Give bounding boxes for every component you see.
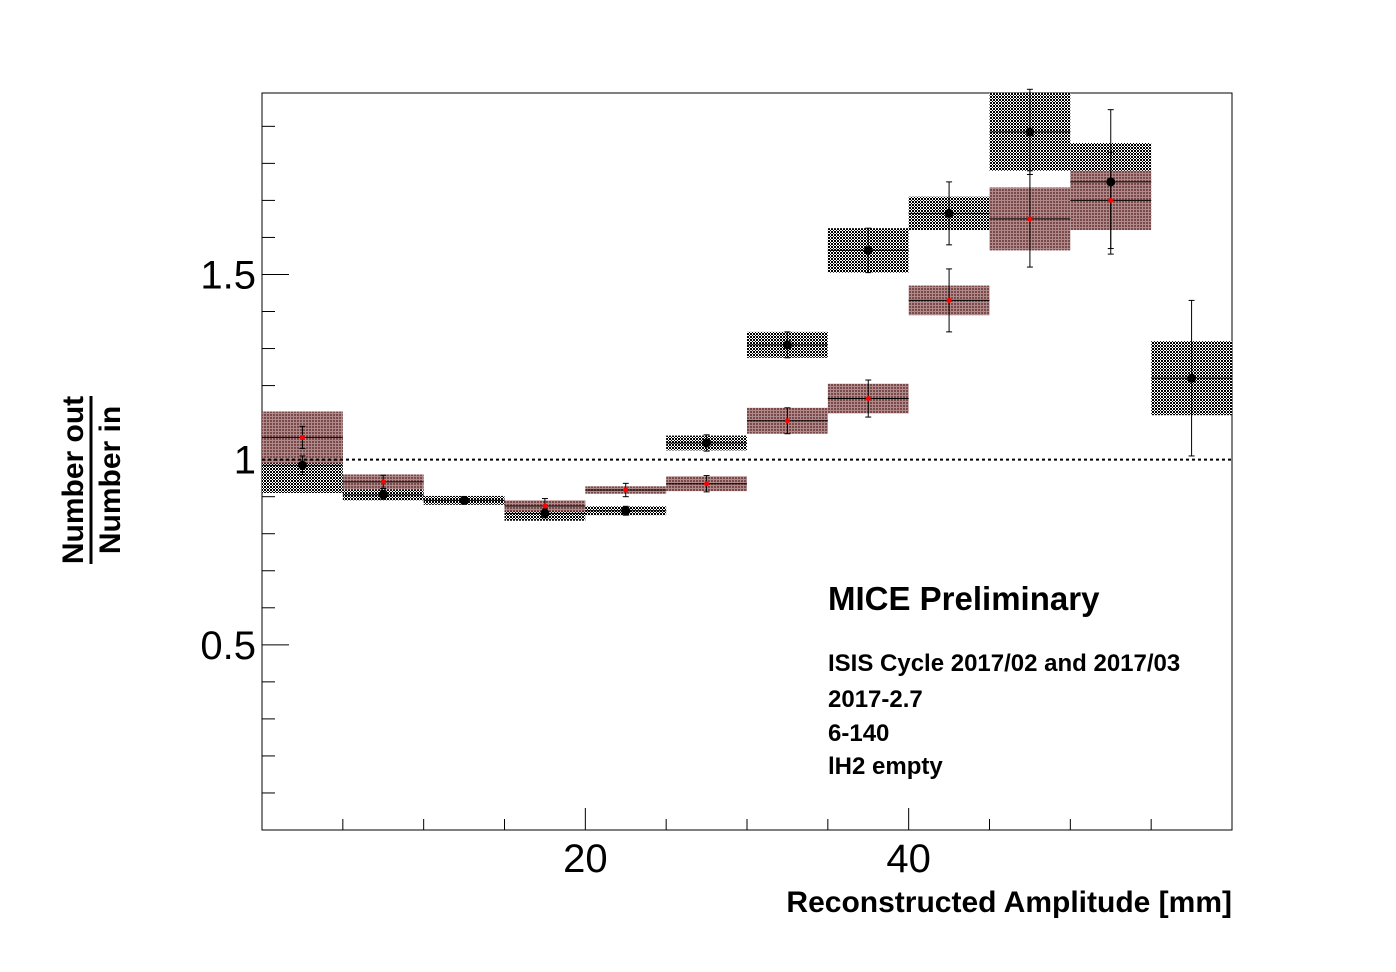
- black-data-point: [1025, 127, 1035, 137]
- annotation-line-1: ISIS Cycle 2017/02 and 2017/03: [828, 650, 1180, 677]
- red-data-point: [865, 396, 871, 402]
- y-tick-label: 0.5: [200, 624, 256, 668]
- black-data-point: [863, 245, 873, 255]
- y-axis-title-denominator: Number in: [94, 406, 127, 554]
- y-axis-title: Number out Number in: [57, 396, 127, 564]
- red-data-point: [784, 418, 790, 424]
- black-data-point: [297, 460, 307, 470]
- black-data-point: [944, 208, 954, 218]
- annotation-line-3: 6-140: [828, 720, 889, 747]
- black-data-point: [782, 340, 792, 350]
- y-tick-label: 1.5: [200, 253, 256, 297]
- black-data-point: [1106, 177, 1116, 187]
- annotation-line-2: 2017-2.7: [828, 686, 923, 713]
- red-data-point: [623, 487, 629, 493]
- black-data-point: [540, 508, 550, 518]
- black-data-point: [621, 506, 631, 516]
- x-tick-label: 40: [886, 837, 931, 881]
- black-data-point: [1187, 373, 1197, 383]
- red-data-point: [1108, 197, 1114, 203]
- red-data-point: [299, 434, 305, 440]
- x-tick-label: 20: [563, 837, 608, 881]
- red-data-point: [1027, 216, 1033, 222]
- red-data-point: [380, 479, 386, 485]
- red-data-point: [946, 297, 952, 303]
- annotation-line-4: lH2 empty: [828, 753, 943, 780]
- y-axis-title-numerator: Number out: [57, 396, 90, 564]
- black-data-point: [702, 438, 712, 448]
- tick-labels: 20 40 0.5 1 1.5: [200, 253, 931, 881]
- minor-ticks: [262, 125, 1152, 830]
- data-points: [297, 127, 1197, 518]
- annotation-title: MICE Preliminary: [828, 580, 1100, 617]
- black-data-point: [459, 495, 469, 505]
- x-axis-title: Reconstructed Amplitude [mm]: [786, 886, 1232, 919]
- black-data-point: [378, 490, 388, 500]
- red-data-point: [704, 481, 710, 487]
- y-tick-label: 1: [234, 439, 256, 483]
- red-data-point: [542, 503, 548, 509]
